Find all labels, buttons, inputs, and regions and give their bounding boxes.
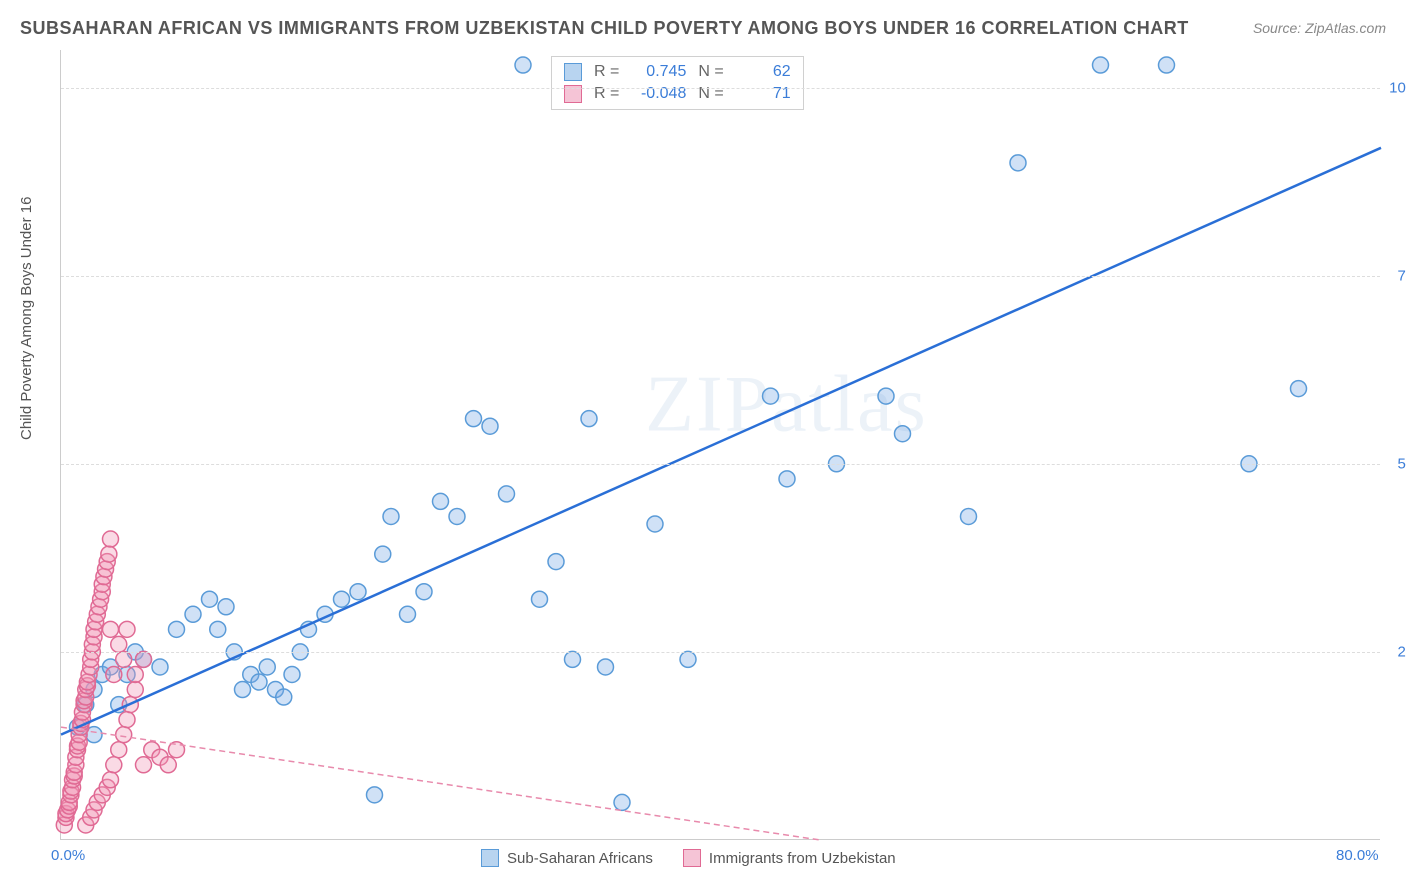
data-point xyxy=(763,388,779,404)
gridline xyxy=(61,88,1380,89)
swatch-series-0 xyxy=(564,63,582,81)
y-tick-label: 25.0% xyxy=(1385,643,1406,660)
data-point xyxy=(218,599,234,615)
data-point xyxy=(111,636,127,652)
n-value-0: 62 xyxy=(736,63,791,81)
correlation-legend: R = 0.745 N = 62 R = -0.048 N = 71 xyxy=(551,56,804,110)
data-point xyxy=(961,508,977,524)
legend-item-0: Sub-Saharan Africans xyxy=(481,849,653,867)
n-label: N = xyxy=(698,63,723,81)
plot-area: ZIPatlas R = 0.745 N = 62 R = -0.048 N =… xyxy=(60,50,1380,840)
data-point xyxy=(878,388,894,404)
chart-title: SUBSAHARAN AFRICAN VS IMMIGRANTS FROM UZ… xyxy=(20,18,1189,39)
data-point xyxy=(101,546,117,562)
data-point xyxy=(106,757,122,773)
data-point xyxy=(598,659,614,675)
data-point xyxy=(103,772,119,788)
data-point xyxy=(259,659,275,675)
gridline xyxy=(61,464,1380,465)
data-point xyxy=(210,621,226,637)
data-point xyxy=(466,411,482,427)
data-point xyxy=(895,426,911,442)
trend-line xyxy=(61,148,1381,735)
y-axis-label: Child Poverty Among Boys Under 16 xyxy=(18,197,35,440)
data-point xyxy=(565,651,581,667)
r-label: R = xyxy=(594,63,619,81)
data-point xyxy=(106,666,122,682)
data-point xyxy=(202,591,218,607)
data-point xyxy=(779,471,795,487)
data-point xyxy=(136,651,152,667)
swatch-bottom-0 xyxy=(481,849,499,867)
legend-row-series-1: R = -0.048 N = 71 xyxy=(564,83,791,105)
data-point xyxy=(284,666,300,682)
data-point xyxy=(103,621,119,637)
data-point xyxy=(116,651,132,667)
data-point xyxy=(127,682,143,698)
data-point xyxy=(169,621,185,637)
data-point xyxy=(383,508,399,524)
data-point xyxy=(433,493,449,509)
data-point xyxy=(367,787,383,803)
data-point xyxy=(1010,155,1026,171)
data-point xyxy=(127,666,143,682)
data-point xyxy=(416,584,432,600)
data-point xyxy=(119,621,135,637)
data-point xyxy=(548,554,564,570)
gridline xyxy=(61,652,1380,653)
data-point xyxy=(276,689,292,705)
legend-row-series-0: R = 0.745 N = 62 xyxy=(564,61,791,83)
data-point xyxy=(482,418,498,434)
x-tick-label: 80.0% xyxy=(1336,847,1379,864)
data-point xyxy=(499,486,515,502)
trend-line xyxy=(61,727,820,840)
data-point xyxy=(614,794,630,810)
source-attribution: Source: ZipAtlas.com xyxy=(1253,20,1386,36)
legend-label-1: Immigrants from Uzbekistan xyxy=(709,850,896,867)
swatch-bottom-1 xyxy=(683,849,701,867)
data-point xyxy=(1093,57,1109,73)
y-tick-label: 100.0% xyxy=(1385,79,1406,96)
y-tick-label: 75.0% xyxy=(1385,267,1406,284)
data-point xyxy=(449,508,465,524)
x-tick-label: 0.0% xyxy=(51,847,85,864)
data-point xyxy=(116,727,132,743)
data-point xyxy=(400,606,416,622)
series-legend: Sub-Saharan Africans Immigrants from Uzb… xyxy=(481,849,896,867)
data-point xyxy=(532,591,548,607)
data-point xyxy=(515,57,531,73)
data-point xyxy=(103,531,119,547)
data-point xyxy=(136,757,152,773)
data-point xyxy=(1159,57,1175,73)
data-point xyxy=(1291,381,1307,397)
data-point xyxy=(235,682,251,698)
data-point xyxy=(185,606,201,622)
data-point xyxy=(119,712,135,728)
data-point xyxy=(111,742,127,758)
data-point xyxy=(160,757,176,773)
data-point xyxy=(647,516,663,532)
data-point xyxy=(350,584,366,600)
data-point xyxy=(334,591,350,607)
r-value-0: 0.745 xyxy=(631,63,686,81)
data-point xyxy=(251,674,267,690)
data-point xyxy=(375,546,391,562)
y-tick-label: 50.0% xyxy=(1385,455,1406,472)
scatter-svg xyxy=(61,50,1380,839)
data-point xyxy=(581,411,597,427)
gridline xyxy=(61,276,1380,277)
data-point xyxy=(152,659,168,675)
data-point xyxy=(680,651,696,667)
legend-item-1: Immigrants from Uzbekistan xyxy=(683,849,896,867)
legend-label-0: Sub-Saharan Africans xyxy=(507,850,653,867)
